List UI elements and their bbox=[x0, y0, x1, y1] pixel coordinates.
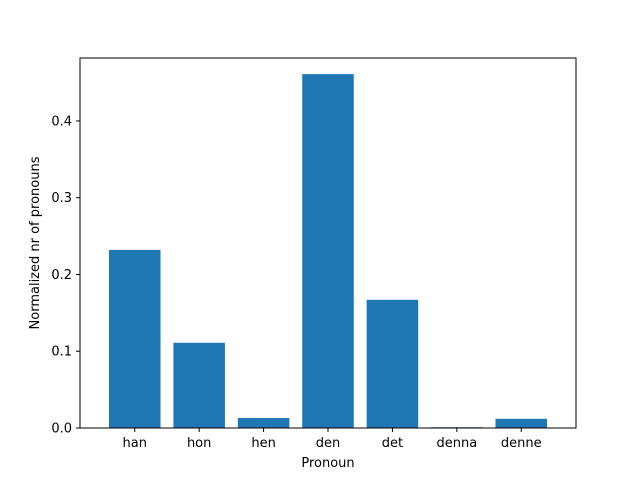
plot-frame bbox=[79, 57, 577, 429]
y-axis-ticks: 0.0 0.1 0.2 0.3 0.4 bbox=[51, 114, 80, 437]
x-axis-ticks: han hon hen den det denna denne bbox=[123, 428, 542, 451]
x-tick-label: den bbox=[316, 436, 341, 451]
bar-han bbox=[108, 249, 161, 428]
bar-hen bbox=[237, 418, 290, 428]
y-tick-label: 0.2 bbox=[51, 268, 72, 283]
y-tick-label: 0.1 bbox=[51, 345, 72, 360]
x-tick-label: denna bbox=[436, 436, 477, 451]
bar-hon bbox=[173, 342, 225, 428]
x-axis-label: Pronoun bbox=[301, 456, 354, 471]
bar-denne bbox=[495, 418, 548, 428]
y-tick-label: 0.4 bbox=[51, 114, 72, 129]
x-tick-label: han bbox=[123, 436, 147, 451]
y-tick-label: 0.3 bbox=[51, 191, 72, 206]
x-tick-label: det bbox=[382, 436, 403, 451]
x-tick-label: hen bbox=[251, 436, 275, 451]
bars-group bbox=[108, 74, 548, 428]
y-tick-label: 0.0 bbox=[51, 422, 72, 437]
bar-det bbox=[366, 299, 419, 428]
x-tick-label: hon bbox=[187, 436, 211, 451]
x-tick-label: denne bbox=[501, 436, 542, 451]
y-axis-label: Normalized nr of pronouns bbox=[28, 156, 43, 329]
bar-den bbox=[302, 74, 354, 428]
